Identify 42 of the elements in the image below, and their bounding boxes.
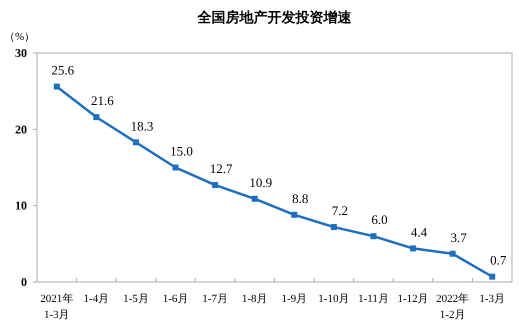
y-tick-label: 10 xyxy=(15,198,27,213)
chart-title: 全国房地产开发投资增速 xyxy=(196,9,352,26)
point xyxy=(330,224,337,230)
data-label: 0.7 xyxy=(490,252,507,268)
point xyxy=(93,114,100,120)
x-tick-label: 1-10月 xyxy=(318,293,350,305)
point xyxy=(172,164,179,170)
data-label: 15.0 xyxy=(170,144,193,158)
point xyxy=(54,84,60,90)
y-tick-label: 20 xyxy=(15,122,27,136)
point xyxy=(252,196,258,202)
y-tick-label: 30 xyxy=(15,46,27,60)
x-tick-label: 2022年 1-2月 xyxy=(436,293,470,321)
y-tick-label: 0 xyxy=(21,275,27,289)
y-axis-title: （%） xyxy=(4,31,36,43)
x-tick-label: 1-4月 xyxy=(84,293,110,305)
x-tick-label: 2021年 1-3月 xyxy=(40,293,74,321)
data-label: 12.7 xyxy=(210,161,233,176)
data-label: 18.3 xyxy=(130,118,154,134)
point xyxy=(450,250,456,257)
x-tick-label: 1-7月 xyxy=(202,293,228,305)
point xyxy=(410,245,416,252)
data-label: 25.6 xyxy=(51,62,75,78)
data-label: 6.0 xyxy=(371,212,388,228)
x-tick-label: 1-8月 xyxy=(242,293,268,305)
x-tick-label: 1-11月 xyxy=(358,293,389,305)
point xyxy=(370,233,376,240)
data-label: 8.8 xyxy=(292,190,308,206)
data-label: 10.9 xyxy=(249,174,272,190)
point xyxy=(212,182,218,188)
point xyxy=(132,139,139,146)
x-tick-label: 1-9月 xyxy=(281,293,308,305)
x-tick-label: 1-6月 xyxy=(162,293,188,305)
point xyxy=(489,274,496,280)
x-tick-label: 1-12月 xyxy=(397,293,429,305)
data-label: 3.7 xyxy=(450,230,468,245)
point xyxy=(291,212,298,218)
x-tick-label: 1-5月 xyxy=(123,293,149,305)
x-tick-label: 1-3月 xyxy=(479,293,506,305)
data-label: 7.2 xyxy=(332,203,348,218)
data-label: 4.4 xyxy=(410,224,428,240)
data-label: 21.6 xyxy=(91,93,114,108)
